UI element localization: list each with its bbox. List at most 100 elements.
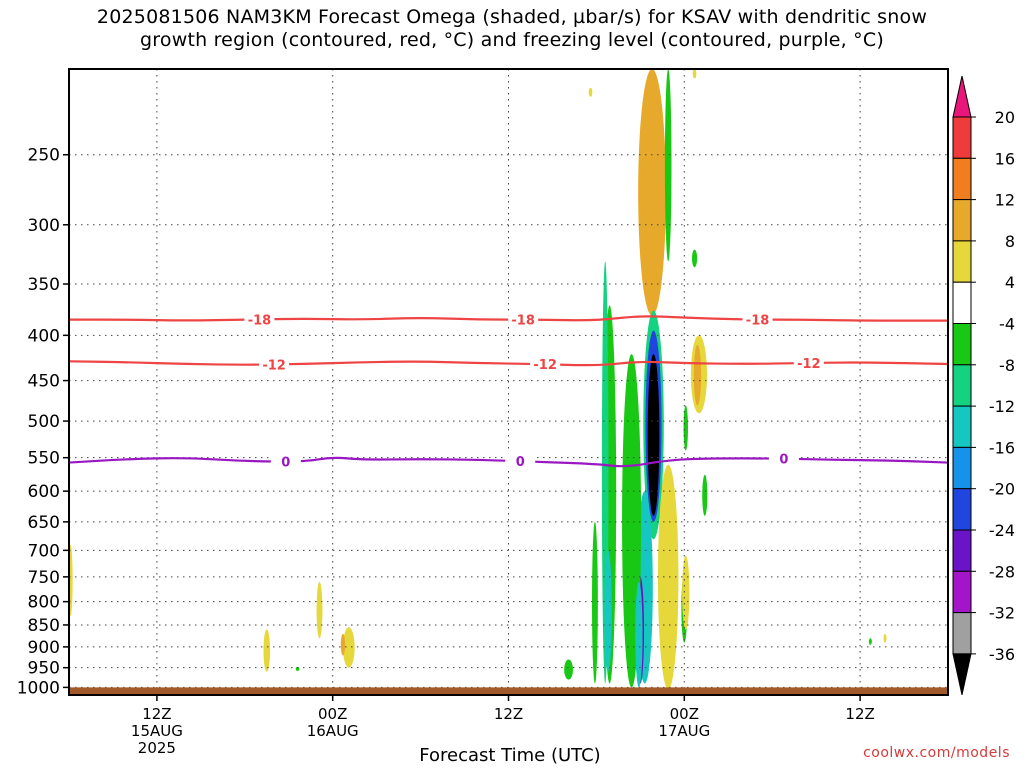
colorbar-label: 4 bbox=[1005, 273, 1015, 292]
colorbar-label: -12 bbox=[989, 397, 1015, 416]
ground-surface bbox=[69, 687, 948, 695]
grid-lines bbox=[69, 69, 948, 695]
y-tick-label: 250 bbox=[28, 146, 60, 166]
contour-label-bg bbox=[259, 356, 290, 372]
x-tick-label: 12Z bbox=[494, 705, 523, 723]
y-tick-label: 300 bbox=[28, 216, 60, 236]
omega-feature bbox=[340, 633, 346, 656]
colorbar-band bbox=[952, 446, 972, 490]
y-tick-label: 750 bbox=[28, 568, 60, 588]
chart-title: 2025081506 NAM3KM Forecast Omega (shaded… bbox=[96, 6, 928, 51]
colorbar-band bbox=[952, 570, 972, 614]
omega-feature bbox=[638, 69, 666, 316]
contour-label: -18 bbox=[248, 313, 272, 328]
temperature-contours: -18 -18 -18 -12 -12 -12 0 0 0 bbox=[69, 311, 948, 471]
colorbar-label: -4 bbox=[999, 315, 1015, 334]
contour-label-bg bbox=[768, 450, 799, 466]
colorbar-label: -24 bbox=[989, 521, 1015, 540]
colorbar-cap-top bbox=[952, 75, 972, 118]
x-tick-label: 17AUG bbox=[658, 722, 710, 740]
y-tick-label: 350 bbox=[28, 275, 60, 295]
omega-feature bbox=[647, 354, 660, 516]
colorbar-label: 16 bbox=[995, 149, 1015, 168]
omega-feature bbox=[263, 629, 271, 672]
omega-feature bbox=[683, 405, 688, 451]
colorbar-band bbox=[952, 199, 972, 242]
x-tick-label: 12Z bbox=[845, 705, 874, 723]
contour-label: -12 bbox=[533, 358, 557, 373]
y-tick-label: 450 bbox=[28, 372, 60, 392]
omega-feature bbox=[592, 521, 598, 684]
y-tick-label: 600 bbox=[28, 482, 60, 502]
contour-label: 0 bbox=[779, 453, 788, 468]
colorbar-band bbox=[952, 281, 972, 325]
omega-feature bbox=[604, 550, 612, 672]
colorbar-band bbox=[952, 323, 972, 366]
surface-band bbox=[69, 687, 948, 695]
contour-label: -18 bbox=[511, 314, 535, 329]
y-axis: 2503003504004505005506006507007508008509… bbox=[17, 146, 69, 698]
omega-feature bbox=[664, 69, 672, 262]
x-tick-label: 00Z bbox=[670, 705, 699, 723]
omega-feature bbox=[868, 638, 872, 645]
omega-feature bbox=[693, 344, 702, 406]
colorbar-label: -36 bbox=[989, 645, 1015, 664]
contour-label: -12 bbox=[262, 358, 286, 373]
colorbar-label: 20 bbox=[995, 108, 1015, 127]
x-axis-label: Forecast Time (UTC) bbox=[419, 745, 601, 766]
omega-feature bbox=[588, 87, 593, 97]
contour-label-bg bbox=[793, 355, 824, 371]
omega-feature bbox=[691, 249, 698, 268]
y-tick-label: 700 bbox=[28, 541, 60, 561]
colorbar-label: -20 bbox=[989, 480, 1015, 499]
colorbar-cap-bottom bbox=[952, 653, 972, 696]
contour-label: 0 bbox=[281, 456, 290, 471]
y-tick-label: 400 bbox=[28, 326, 60, 346]
contour-label-bg bbox=[742, 311, 773, 327]
colorbar-label: 8 bbox=[1005, 232, 1015, 251]
x-tick-label: 12Z bbox=[142, 705, 171, 723]
omega-feature bbox=[657, 464, 679, 690]
colorbar-label: -16 bbox=[989, 438, 1015, 457]
y-tick-label: 800 bbox=[28, 593, 60, 613]
colorbar-band bbox=[952, 116, 972, 159]
colorbar-label: -8 bbox=[999, 356, 1015, 375]
contour-line bbox=[69, 360, 948, 367]
y-tick-label: 900 bbox=[28, 638, 60, 658]
contour-label: -18 bbox=[746, 314, 770, 329]
x-tick-label: 2025 bbox=[138, 739, 176, 757]
y-tick-label: 650 bbox=[28, 513, 60, 533]
contour-label: -12 bbox=[797, 357, 821, 372]
colorbar-band bbox=[952, 364, 972, 407]
x-tick-label: 15AUG bbox=[131, 722, 183, 740]
omega-feature bbox=[692, 69, 697, 79]
omega-feature bbox=[682, 555, 690, 630]
colorbar-band bbox=[952, 240, 972, 283]
y-tick-label: 850 bbox=[28, 616, 60, 636]
contour-label-bg bbox=[505, 453, 536, 469]
y-tick-label: 550 bbox=[28, 449, 60, 469]
omega-feature bbox=[883, 633, 887, 643]
colorbar-label: -32 bbox=[989, 604, 1015, 623]
omega-feature bbox=[635, 581, 643, 688]
colorbar-band bbox=[952, 405, 972, 448]
contour-label-bg bbox=[530, 356, 561, 372]
contour-label-bg bbox=[508, 311, 539, 327]
colorbar-band bbox=[952, 488, 972, 531]
colorbar-band bbox=[952, 157, 972, 201]
y-tick-label: 950 bbox=[28, 659, 60, 679]
colorbar-band bbox=[952, 529, 972, 572]
y-tick-label: 500 bbox=[28, 412, 60, 432]
contour-label: 0 bbox=[516, 455, 525, 470]
x-tick-label: 16AUG bbox=[307, 722, 359, 740]
x-tick-label: 00Z bbox=[318, 705, 347, 723]
colorbar-label: 12 bbox=[995, 191, 1015, 210]
colorbar: 20 16 12 8 4 -4 -8 -12 -16 -20 -24 -28 -32 -36 bbox=[952, 75, 1015, 696]
omega-feature bbox=[564, 659, 573, 680]
omega-feature bbox=[702, 474, 708, 516]
credit-text: coolwx.com/models bbox=[863, 745, 1010, 761]
omega-feature bbox=[316, 581, 323, 639]
omega-feature bbox=[342, 627, 355, 668]
